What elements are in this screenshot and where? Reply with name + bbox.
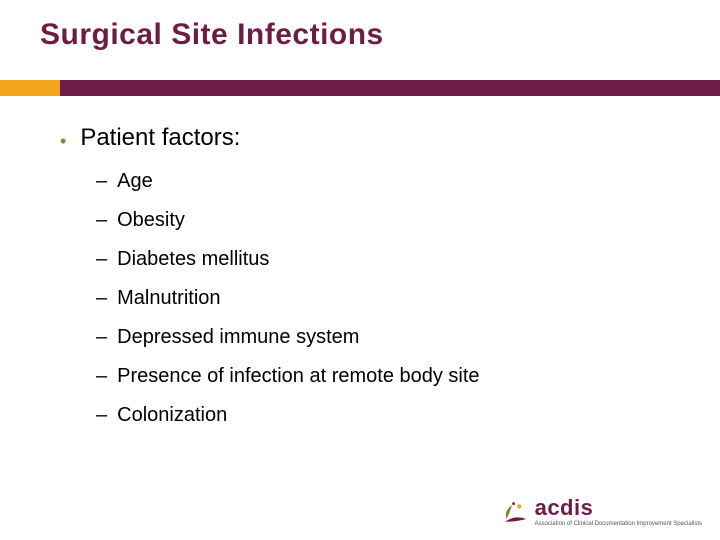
level2-dash-icon: – xyxy=(96,326,107,349)
level2-text: Presence of infection at remote body sit… xyxy=(117,365,479,388)
level2-item: –Obesity xyxy=(96,209,680,232)
level1-bullet-icon: • xyxy=(60,132,66,150)
level2-item: –Age xyxy=(96,170,680,193)
level2-item: –Colonization xyxy=(96,404,680,427)
logo-subtitle: Association of Clinical Documentation Im… xyxy=(535,521,702,528)
level2-dash-icon: – xyxy=(96,209,107,232)
level2-text: Diabetes mellitus xyxy=(117,248,269,271)
logo-leaf xyxy=(505,505,511,519)
level2-dash-icon: – xyxy=(96,404,107,427)
level2-dash-icon: – xyxy=(96,170,107,193)
logo-swoosh xyxy=(505,517,526,521)
level2-text: Colonization xyxy=(117,404,227,427)
logo-text-block: acdis Association of Clinical Documentat… xyxy=(535,495,702,528)
level2-text: Malnutrition xyxy=(117,287,220,310)
level2-dash-icon: – xyxy=(96,248,107,271)
level2-item: –Diabetes mellitus xyxy=(96,248,680,271)
logo-dot xyxy=(512,502,515,505)
level1-text: Patient factors: xyxy=(80,124,240,152)
level2-text: Depressed immune system xyxy=(117,326,359,349)
level2-item: –Presence of infection at remote body si… xyxy=(96,365,680,388)
level2-dash-icon: – xyxy=(96,287,107,310)
acdis-logo-mark-icon xyxy=(501,498,529,526)
content-area: • Patient factors: –Age–Obesity–Diabetes… xyxy=(60,124,680,443)
level2-item: –Depressed immune system xyxy=(96,326,680,349)
level1-item: • Patient factors: xyxy=(60,124,680,152)
level2-text: Obesity xyxy=(117,209,185,232)
logo-accent-dot xyxy=(517,504,521,508)
title-underline-bar xyxy=(0,80,720,96)
slide-title: Surgical Site Infections xyxy=(40,18,384,52)
title-underline-accent xyxy=(0,80,60,96)
level2-item: –Malnutrition xyxy=(96,287,680,310)
level2-list: –Age–Obesity–Diabetes mellitus–Malnutrit… xyxy=(96,170,680,427)
level2-dash-icon: – xyxy=(96,365,107,388)
logo-wordmark: acdis xyxy=(535,495,702,521)
level2-text: Age xyxy=(117,170,153,193)
acdis-logo: acdis Association of Clinical Documentat… xyxy=(501,495,702,528)
